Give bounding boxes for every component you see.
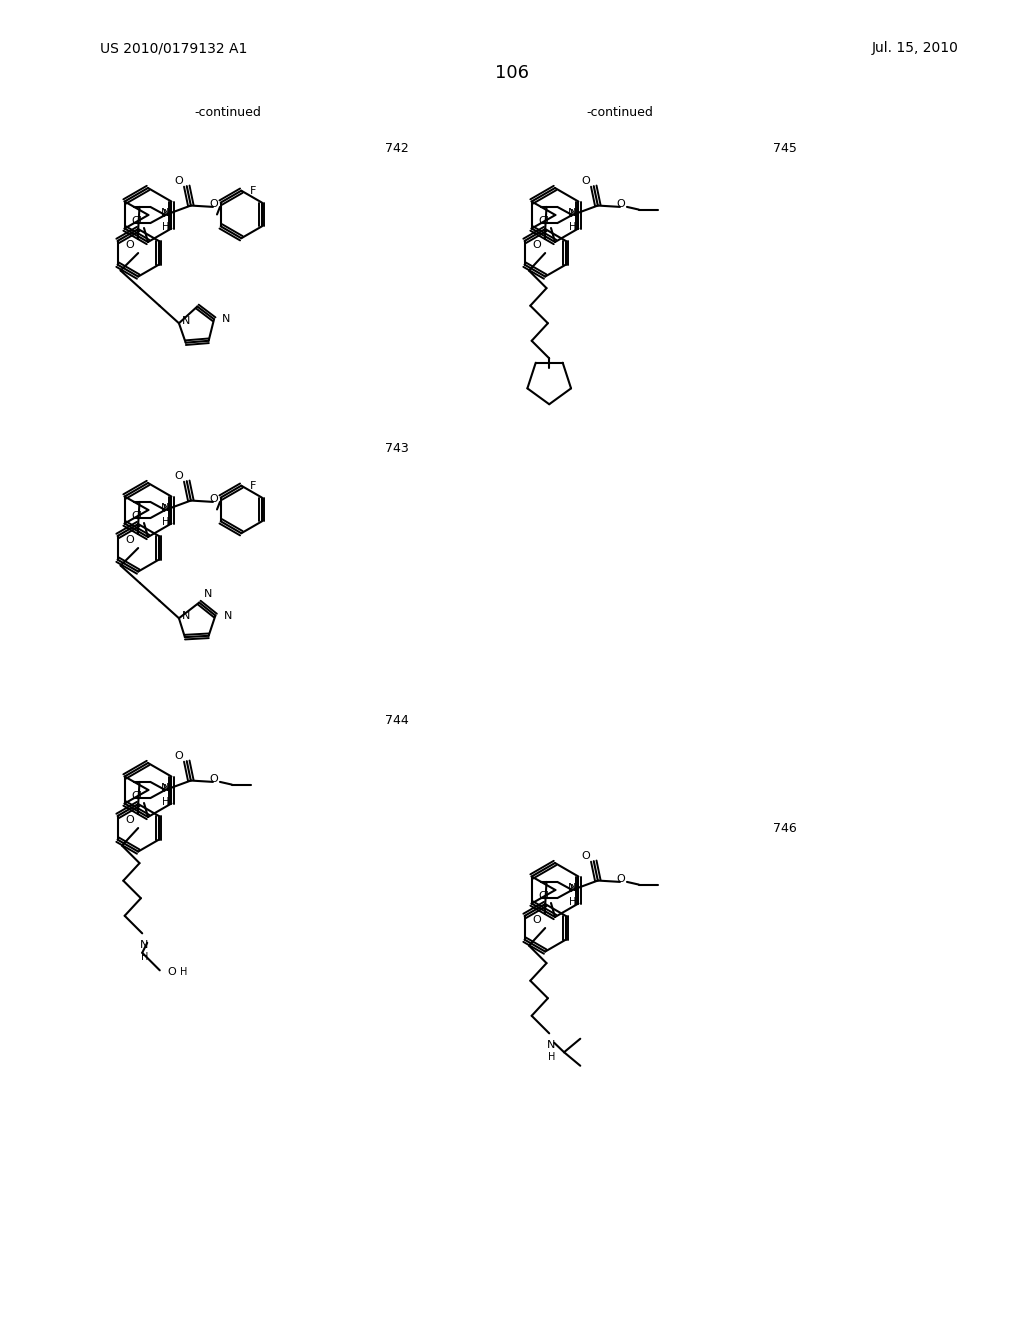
Text: H: H: [163, 222, 170, 232]
Text: H: H: [163, 517, 170, 527]
Text: N: N: [163, 784, 171, 795]
Text: O: O: [174, 751, 183, 762]
Text: N: N: [567, 883, 575, 894]
Text: H: H: [548, 1052, 555, 1063]
Text: O: O: [210, 774, 218, 784]
Text: O: O: [582, 176, 590, 186]
Text: N: N: [222, 314, 230, 325]
Text: O: O: [174, 176, 183, 186]
Text: O: O: [582, 851, 590, 861]
Text: O: O: [532, 240, 542, 249]
Text: H: H: [140, 952, 147, 962]
Text: Cl: Cl: [131, 216, 142, 226]
Text: N: N: [223, 611, 231, 620]
Text: O: O: [174, 471, 183, 480]
Text: H: H: [569, 898, 577, 907]
Text: N: N: [547, 1040, 555, 1051]
Text: O: O: [126, 535, 134, 545]
Text: Cl: Cl: [539, 216, 550, 226]
Text: 746: 746: [773, 821, 797, 834]
Text: Cl: Cl: [131, 791, 142, 801]
Text: N: N: [182, 611, 190, 622]
Text: 744: 744: [385, 714, 409, 726]
Text: F: F: [250, 480, 257, 491]
Text: 745: 745: [773, 141, 797, 154]
Text: N: N: [570, 209, 579, 219]
Text: N: N: [161, 209, 169, 218]
Text: O: O: [126, 814, 134, 825]
Text: Cl: Cl: [539, 891, 550, 902]
Text: -continued: -continued: [587, 107, 653, 120]
Text: H: H: [163, 797, 170, 807]
Text: Jul. 15, 2010: Jul. 15, 2010: [872, 41, 958, 55]
Text: O: O: [126, 240, 134, 249]
Text: N: N: [163, 504, 171, 513]
Text: O: O: [532, 915, 542, 925]
Text: O: O: [168, 968, 176, 977]
Text: 742: 742: [385, 141, 409, 154]
Text: O: O: [616, 874, 626, 884]
Text: N: N: [163, 209, 171, 219]
Text: H: H: [569, 222, 577, 232]
Text: N: N: [204, 589, 213, 598]
Text: N: N: [161, 783, 169, 793]
Text: N: N: [182, 317, 190, 326]
Text: N: N: [567, 209, 575, 218]
Text: -continued: -continued: [195, 107, 261, 120]
Text: 106: 106: [495, 63, 529, 82]
Text: O: O: [210, 199, 218, 209]
Text: N: N: [570, 884, 579, 894]
Text: O: O: [616, 199, 626, 209]
Text: 743: 743: [385, 441, 409, 454]
Text: F: F: [250, 186, 257, 195]
Text: H: H: [180, 968, 187, 977]
Text: O: O: [210, 494, 218, 504]
Text: N: N: [161, 503, 169, 513]
Text: Cl: Cl: [131, 511, 142, 521]
Text: N: N: [140, 940, 148, 950]
Text: US 2010/0179132 A1: US 2010/0179132 A1: [100, 41, 248, 55]
